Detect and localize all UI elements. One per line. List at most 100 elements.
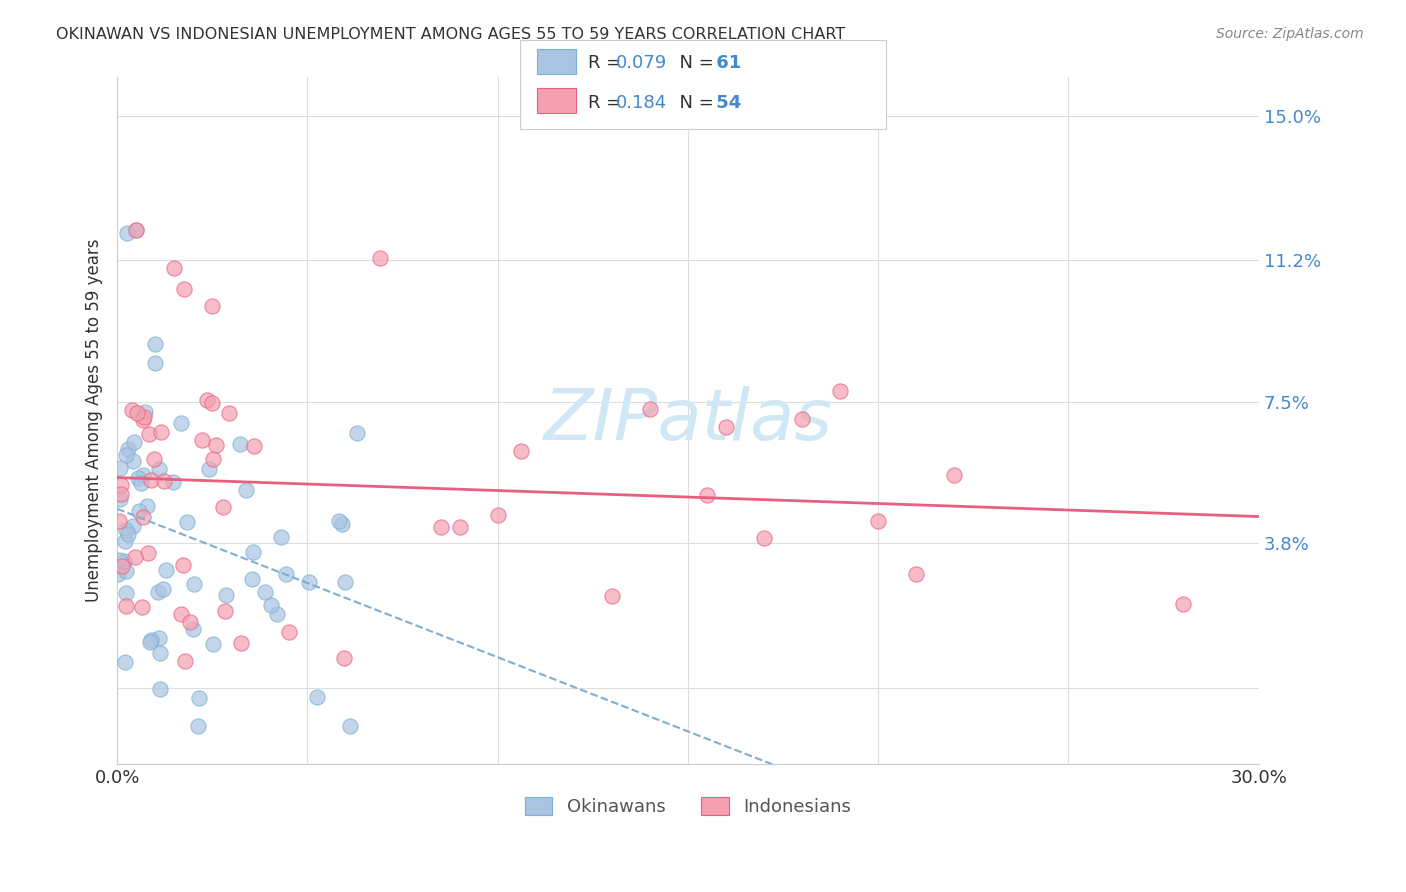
Point: [868, 514, 890, 528]
Point: [149, 646, 172, 660]
Point: [330, 517, 353, 532]
Point: [346, 425, 368, 440]
Point: [307, 690, 329, 704]
Text: R =: R =: [588, 94, 627, 112]
Text: 0.184: 0.184: [616, 94, 666, 112]
Point: [148, 462, 170, 476]
Point: [110, 461, 132, 475]
Point: [260, 598, 283, 612]
Text: 54: 54: [710, 94, 741, 112]
Point: [714, 420, 737, 434]
Point: [117, 526, 139, 541]
Point: [195, 392, 218, 407]
Point: [181, 623, 204, 637]
Point: [152, 582, 174, 596]
Point: [149, 425, 172, 440]
Point: [277, 625, 299, 640]
Point: [108, 553, 131, 567]
Point: [191, 433, 214, 447]
Point: [335, 574, 357, 589]
Point: [138, 426, 160, 441]
Point: [114, 448, 136, 462]
Point: [187, 719, 209, 733]
Point: [509, 444, 531, 458]
Point: [170, 607, 193, 621]
Point: [201, 452, 224, 467]
Point: [143, 356, 166, 370]
Point: [125, 223, 148, 237]
Point: [276, 567, 298, 582]
Point: [152, 474, 174, 488]
Point: [212, 500, 235, 514]
Point: [128, 504, 150, 518]
Point: [125, 223, 148, 237]
Point: [183, 576, 205, 591]
Point: [368, 251, 391, 265]
Point: [141, 632, 163, 647]
Point: [110, 477, 132, 491]
Point: [155, 563, 177, 577]
Point: [121, 403, 143, 417]
Point: [486, 508, 509, 522]
Point: [638, 402, 661, 417]
Point: [132, 410, 155, 425]
Point: [136, 546, 159, 560]
Point: [339, 719, 361, 733]
Point: [132, 467, 155, 482]
Point: [242, 545, 264, 559]
Point: [132, 509, 155, 524]
Point: [254, 584, 277, 599]
Point: [131, 476, 153, 491]
Point: [905, 567, 928, 582]
Text: OKINAWAN VS INDONESIAN UNEMPLOYMENT AMONG AGES 55 TO 59 YEARS CORRELATION CHART: OKINAWAN VS INDONESIAN UNEMPLOYMENT AMON…: [56, 27, 845, 42]
Point: [143, 337, 166, 351]
Point: [270, 530, 292, 544]
Point: [112, 554, 135, 568]
Point: [1171, 597, 1194, 611]
Point: [298, 574, 321, 589]
Point: [115, 599, 138, 613]
Point: [790, 412, 813, 426]
Text: N =: N =: [668, 94, 720, 112]
Point: [204, 438, 226, 452]
Point: [136, 500, 159, 514]
Point: [114, 534, 136, 549]
Point: [174, 655, 197, 669]
Text: 0.079: 0.079: [616, 54, 666, 72]
Text: N =: N =: [668, 54, 720, 72]
Point: [117, 226, 139, 240]
Point: [110, 487, 132, 501]
Point: [830, 384, 852, 398]
Point: [266, 607, 288, 621]
Point: [235, 483, 257, 497]
Point: [115, 586, 138, 600]
Point: [328, 514, 350, 528]
Text: R =: R =: [588, 54, 627, 72]
Point: [752, 532, 775, 546]
Point: [127, 471, 149, 485]
Point: [242, 439, 264, 453]
Point: [149, 682, 172, 697]
Point: [132, 413, 155, 427]
Point: [122, 518, 145, 533]
Point: [139, 635, 162, 649]
Point: [122, 434, 145, 449]
Point: [429, 520, 451, 534]
Point: [124, 549, 146, 564]
Point: [600, 590, 623, 604]
Point: [449, 520, 471, 534]
Point: [117, 442, 139, 457]
Point: [242, 572, 264, 586]
Point: [229, 636, 252, 650]
Point: [170, 417, 193, 431]
Point: [114, 523, 136, 537]
Point: [114, 655, 136, 669]
Point: [141, 473, 163, 487]
Point: [108, 491, 131, 506]
Point: [187, 690, 209, 705]
Point: [201, 396, 224, 410]
Point: [115, 564, 138, 578]
Point: [218, 406, 240, 420]
Point: [131, 600, 153, 615]
Point: [146, 585, 169, 599]
